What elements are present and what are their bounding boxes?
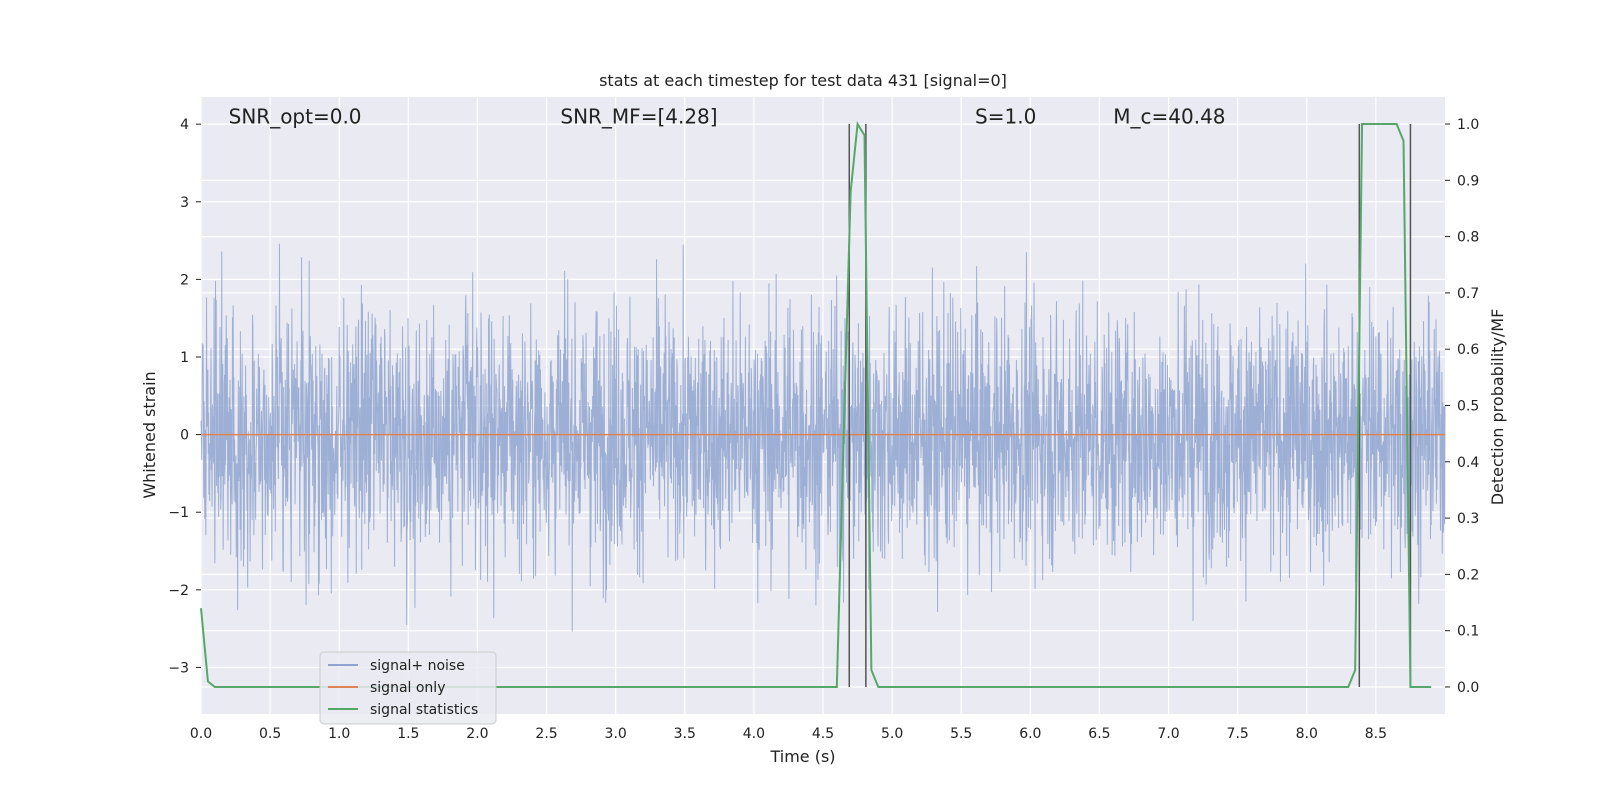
- y-tick-label-right: 0.1: [1457, 624, 1479, 640]
- chart-title: stats at each timestep for test data 431…: [599, 71, 1007, 90]
- y-tick-label-right: 0.4: [1457, 455, 1479, 471]
- x-tick-labels: 0.0 0.5 1.0 1.5 2.0 2.5 3.0 3.5 4.0 4.5 5.0 5.5 6.0 6…: [190, 726, 1387, 742]
- y-tick-label-left: 1: [180, 350, 189, 366]
- y-tick-label-left: 2: [180, 272, 189, 288]
- y-tick-label-right: 0.7: [1457, 286, 1479, 302]
- y-axis-label-right: Detection probability/MF: [1488, 309, 1507, 506]
- x-tick-label: 3.5: [674, 726, 696, 742]
- annotation-label: SNR_MF=[4.28]: [560, 104, 717, 128]
- annotation-label: M_c=40.48: [1113, 104, 1225, 128]
- x-tick-label: 1.5: [397, 726, 419, 742]
- y-tick-label-right: 0.8: [1457, 230, 1479, 246]
- x-tick-label: 1.0: [328, 726, 350, 742]
- y-tick-label-right: 0.9: [1457, 173, 1479, 189]
- y-tick-labels-right: 0.0 0.1 0.2 0.3 0.4 0.5 0.6 0.7 0.8 0.9 1.0: [1445, 117, 1479, 696]
- x-tick-label: 0.0: [190, 726, 212, 742]
- y-tick-label-left: −1: [168, 505, 189, 521]
- y-tick-label-left: 3: [180, 195, 189, 211]
- annotation-label: SNR_opt=0.0: [229, 104, 362, 128]
- x-tick-label: 3.0: [605, 726, 627, 742]
- y-tick-label-right: 0.2: [1457, 567, 1479, 583]
- x-tick-label: 8.0: [1296, 726, 1318, 742]
- x-tick-label: 6.0: [1019, 726, 1041, 742]
- x-tick-label: 4.5: [812, 726, 834, 742]
- x-tick-label: 8.5: [1365, 726, 1387, 742]
- x-tick-label: 2.5: [535, 726, 557, 742]
- annotation-label: S=1.0: [975, 104, 1036, 128]
- legend-label-signal-noise: signal+ noise: [370, 658, 465, 674]
- y-tick-label-left: −3: [168, 660, 189, 676]
- x-tick-label: 7.0: [1157, 726, 1179, 742]
- x-tick-label: 2.0: [466, 726, 488, 742]
- legend: signal+ noise signal only signal statist…: [319, 651, 497, 725]
- y-tick-label-right: 1.0: [1457, 117, 1479, 133]
- legend-label-signal-only: signal only: [370, 680, 445, 696]
- y-tick-label-right: 0.3: [1457, 511, 1479, 527]
- y-tick-label-left: 0: [180, 428, 189, 444]
- x-tick-label: 0.5: [259, 726, 281, 742]
- y-axis-label-left: Whitened strain: [140, 371, 159, 498]
- y-tick-labels-left: −3 −2 −1 0 1 2 3 4: [168, 117, 201, 676]
- y-tick-label-left: 4: [180, 117, 189, 133]
- y-tick-label-right: 0.5: [1457, 399, 1479, 415]
- legend-label-signal-statistics: signal statistics: [370, 702, 478, 718]
- y-tick-label-right: 0.0: [1457, 680, 1479, 696]
- x-tick-label: 4.0: [743, 726, 765, 742]
- x-tick-label: 7.5: [1227, 726, 1249, 742]
- legend-box: [319, 651, 497, 725]
- x-tick-label: 6.5: [1088, 726, 1110, 742]
- signal-statistics-series: [200, 120, 1432, 688]
- y-tick-label-left: −2: [168, 583, 189, 599]
- x-tick-label: 5.0: [881, 726, 903, 742]
- x-tick-label: 5.5: [950, 726, 972, 742]
- y-tick-label-right: 0.6: [1457, 342, 1479, 358]
- signal-statistics-line: [200, 120, 1432, 688]
- x-axis-label: Time (s): [769, 747, 835, 766]
- annotations: SNR_opt=0.0 SNR_MF=[4.28] S=1.0 M_c=40.48: [229, 104, 1226, 128]
